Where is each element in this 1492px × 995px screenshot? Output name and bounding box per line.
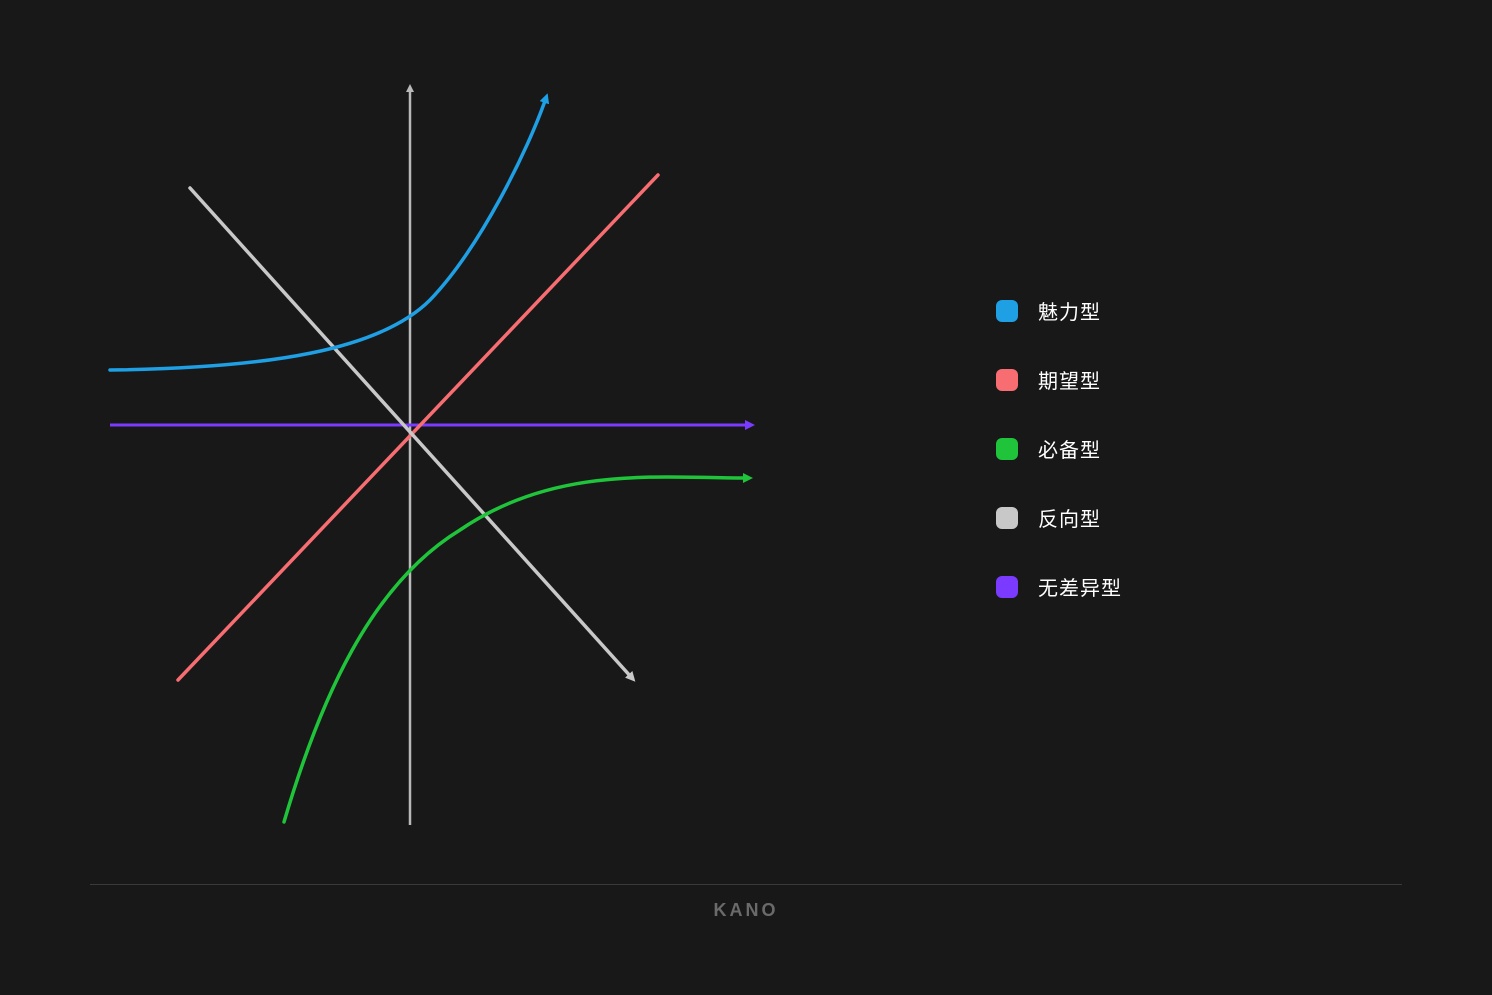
legend-label-indifferent: 无差异型 <box>1038 572 1122 601</box>
legend-label-reverse: 反向型 <box>1038 503 1101 532</box>
legend-label-must-be: 必备型 <box>1038 434 1101 463</box>
swatch-must-be <box>996 438 1018 460</box>
swatch-one-dimensional <box>996 369 1018 391</box>
kano-chart-svg <box>0 0 1492 995</box>
legend-item-one-dimensional: 期望型 <box>996 365 1122 394</box>
kano-diagram-stage: 魅力型 期望型 必备型 反向型 无差异型 KANO <box>0 0 1492 995</box>
curve-must-be <box>284 477 748 822</box>
footer-rule <box>90 884 1402 885</box>
footer-label: KANO <box>0 900 1492 921</box>
legend-item-must-be: 必备型 <box>996 434 1122 463</box>
legend-label-attractive: 魅力型 <box>1038 296 1101 325</box>
legend-item-indifferent: 无差异型 <box>996 572 1122 601</box>
legend-item-reverse: 反向型 <box>996 503 1122 532</box>
curve-attractive <box>110 98 546 370</box>
legend-item-attractive: 魅力型 <box>996 296 1122 325</box>
curve-one-dimensional <box>178 175 658 680</box>
swatch-indifferent <box>996 576 1018 598</box>
legend: 魅力型 期望型 必备型 反向型 无差异型 <box>996 296 1122 601</box>
swatch-reverse <box>996 507 1018 529</box>
swatch-attractive <box>996 300 1018 322</box>
legend-label-one-dimensional: 期望型 <box>1038 365 1101 394</box>
